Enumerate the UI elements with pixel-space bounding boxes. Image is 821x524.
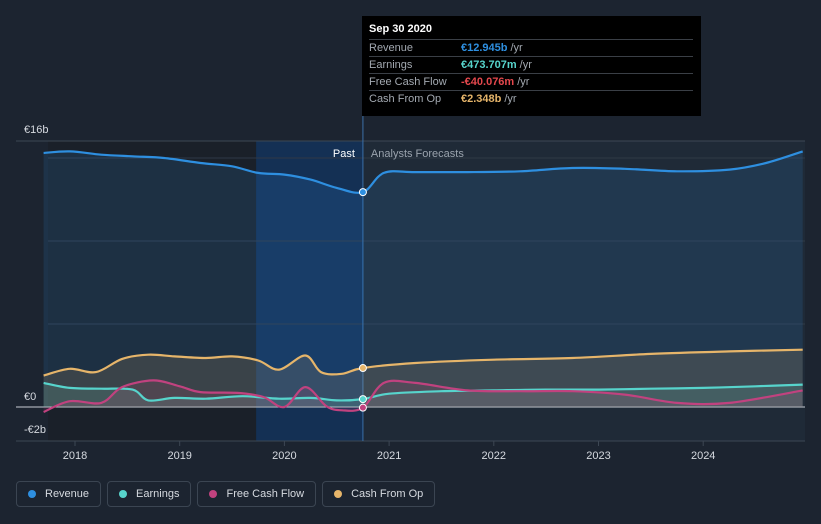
y-tick-label: €0 xyxy=(24,391,36,403)
tooltip-row-value: €473.707m xyxy=(461,59,517,71)
revenue-area xyxy=(43,151,803,407)
legend-item-label: Free Cash Flow xyxy=(226,488,305,500)
x-tick-label: 2021 xyxy=(377,450,401,462)
tooltip-row-unit: /yr xyxy=(517,76,530,88)
legend-dot-icon xyxy=(28,490,36,498)
legend-dot-icon xyxy=(334,490,343,498)
tooltip-row: Free Cash Flow -€40.076m/yr xyxy=(369,73,693,90)
tooltip-row-value: -€40.076m xyxy=(461,76,515,88)
earnings-area xyxy=(43,382,803,407)
tooltip-row-value: €2.348b xyxy=(461,93,502,105)
x-tick-label: 2020 xyxy=(272,450,296,462)
axis-labels: €16b €0 -€2b 2018 2019 2020 2021 2022 2023 2024 Pa… xyxy=(24,124,715,462)
x-tick-label: 2024 xyxy=(691,450,715,462)
free-cash-flow-marker xyxy=(358,403,367,412)
gridlines xyxy=(16,110,805,442)
x-tick-label: 2022 xyxy=(482,450,506,462)
earnings-marker xyxy=(358,395,367,404)
cash-from-op-line xyxy=(43,348,803,377)
legend-dot-icon xyxy=(209,490,218,498)
series-lines xyxy=(43,150,804,414)
y-tick-label: €16b xyxy=(24,124,48,136)
chart: €16b €0 -€2b 2018 2019 2020 2021 2022 2023 2024 Pa… xyxy=(16,110,805,462)
legend-item-free-cash-flow[interactable]: Free Cash Flow xyxy=(197,481,317,507)
chart-legend: Revenue Earnings Free Cash Flow Cash From O… xyxy=(16,481,436,507)
x-tick-label: 2018 xyxy=(63,450,87,462)
past-region xyxy=(48,141,257,441)
tooltip-row-label: Free Cash Flow xyxy=(369,76,447,88)
tooltip-row-unit: /yr xyxy=(510,42,523,54)
tooltip-row-value: €12.945b xyxy=(461,42,508,54)
legend-item-cash-from-op[interactable]: Cash From Op xyxy=(322,481,436,507)
tooltip-row-label: Cash From Op xyxy=(369,93,442,105)
free-cash-flow-line xyxy=(43,379,803,414)
past-label: Past xyxy=(333,148,355,160)
legend-item-label: Earnings xyxy=(136,488,180,500)
revenue-line xyxy=(43,150,804,194)
revenue-marker xyxy=(358,188,367,197)
tooltip-row: Cash From Op €2.348b/yr xyxy=(369,90,693,107)
x-tick-label: 2019 xyxy=(167,450,191,462)
chart-tooltip: Sep 30 2020 Revenue €12.945b/yr Earnings €4… xyxy=(362,16,701,116)
tooltip-date: Sep 30 2020 xyxy=(369,23,432,35)
tooltip-row-unit: /yr xyxy=(504,93,517,105)
tooltip-row-label: Revenue xyxy=(369,42,414,54)
x-tick-label: 2023 xyxy=(586,450,610,462)
cash-from-op-marker xyxy=(358,364,367,373)
tooltip-row: Revenue €12.945b/yr xyxy=(369,39,693,56)
tooltip-row: Earnings €473.707m/yr xyxy=(369,56,693,73)
legend-dot-icon xyxy=(119,490,128,498)
tooltip-row-unit: /yr xyxy=(519,59,532,71)
series-areas xyxy=(43,151,803,412)
legend-item-revenue[interactable]: Revenue xyxy=(16,481,102,507)
forecast-label: Analysts Forecasts xyxy=(371,148,464,160)
hover-markers xyxy=(358,188,367,412)
tooltip-row-label: Earnings xyxy=(369,59,413,71)
earnings-line xyxy=(43,381,803,402)
free-cash-flow-area xyxy=(43,380,803,412)
y-tick-label: -€2b xyxy=(24,424,46,436)
legend-item-earnings[interactable]: Earnings xyxy=(107,481,192,507)
legend-item-label: Revenue xyxy=(45,488,90,500)
legend-item-label: Cash From Op xyxy=(351,488,424,500)
